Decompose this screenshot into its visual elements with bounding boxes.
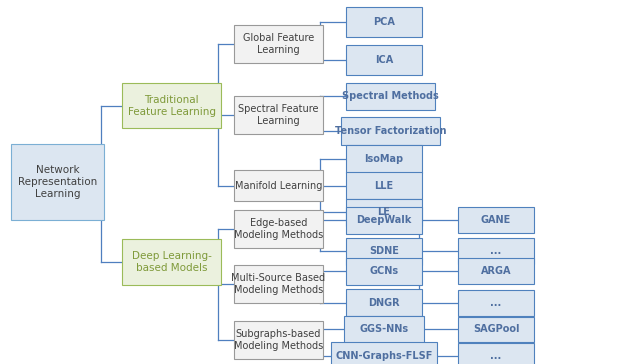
FancyBboxPatch shape <box>234 210 323 248</box>
Text: SDNE: SDNE <box>369 246 399 256</box>
FancyBboxPatch shape <box>346 289 422 316</box>
Text: LE: LE <box>378 207 390 217</box>
FancyBboxPatch shape <box>458 290 534 316</box>
Text: ...: ... <box>490 298 502 308</box>
Text: DeepWalk: DeepWalk <box>356 215 412 225</box>
FancyBboxPatch shape <box>346 83 435 110</box>
Text: GGS-NNs: GGS-NNs <box>360 324 408 335</box>
FancyBboxPatch shape <box>346 146 422 173</box>
Text: Manifold Learning: Manifold Learning <box>235 181 322 191</box>
FancyBboxPatch shape <box>11 144 104 220</box>
FancyBboxPatch shape <box>458 238 534 264</box>
FancyBboxPatch shape <box>234 170 323 201</box>
Text: ARGA: ARGA <box>481 266 511 276</box>
FancyBboxPatch shape <box>122 83 221 128</box>
FancyBboxPatch shape <box>122 240 221 285</box>
Text: Spectral Feature
Learning: Spectral Feature Learning <box>238 104 319 126</box>
Text: ...: ... <box>490 351 502 361</box>
Text: CNN-Graphs-FLSF: CNN-Graphs-FLSF <box>335 351 433 361</box>
FancyBboxPatch shape <box>346 199 422 226</box>
FancyBboxPatch shape <box>332 342 437 364</box>
Text: DNGR: DNGR <box>368 298 400 308</box>
Text: IsoMap: IsoMap <box>364 154 404 164</box>
Text: Global Feature
Learning: Global Feature Learning <box>243 33 314 55</box>
Text: Deep Learning-
based Models: Deep Learning- based Models <box>132 251 211 273</box>
Text: Subgraphs-based
Modeling Methods: Subgraphs-based Modeling Methods <box>234 329 323 351</box>
FancyBboxPatch shape <box>346 7 422 37</box>
Text: Spectral Methods: Spectral Methods <box>342 91 439 102</box>
Text: ...: ... <box>490 246 502 256</box>
FancyBboxPatch shape <box>234 24 323 63</box>
Text: Network
Representation
Learning: Network Representation Learning <box>18 165 97 199</box>
Text: ICA: ICA <box>375 55 393 65</box>
Text: LLE: LLE <box>374 181 394 191</box>
FancyBboxPatch shape <box>458 317 534 342</box>
Text: GANE: GANE <box>481 215 511 225</box>
FancyBboxPatch shape <box>458 258 534 284</box>
FancyBboxPatch shape <box>234 321 323 360</box>
FancyBboxPatch shape <box>458 207 534 233</box>
FancyBboxPatch shape <box>346 206 422 234</box>
FancyBboxPatch shape <box>340 117 440 145</box>
Text: SAGPool: SAGPool <box>473 324 519 335</box>
FancyBboxPatch shape <box>234 95 323 134</box>
FancyBboxPatch shape <box>346 45 422 75</box>
Text: Edge-based
Modeling Methods: Edge-based Modeling Methods <box>234 218 323 240</box>
FancyBboxPatch shape <box>346 172 422 199</box>
Text: Multi-Source Based
Modeling Methods: Multi-Source Based Modeling Methods <box>231 273 326 295</box>
FancyBboxPatch shape <box>346 258 422 285</box>
Text: Traditional
Feature Learning: Traditional Feature Learning <box>127 95 216 116</box>
Text: GCNs: GCNs <box>369 266 399 276</box>
Text: Tensor Factorization: Tensor Factorization <box>335 126 446 136</box>
FancyBboxPatch shape <box>458 343 534 364</box>
FancyBboxPatch shape <box>344 316 424 343</box>
FancyBboxPatch shape <box>346 237 422 265</box>
FancyBboxPatch shape <box>234 265 323 303</box>
Text: PCA: PCA <box>373 17 395 27</box>
